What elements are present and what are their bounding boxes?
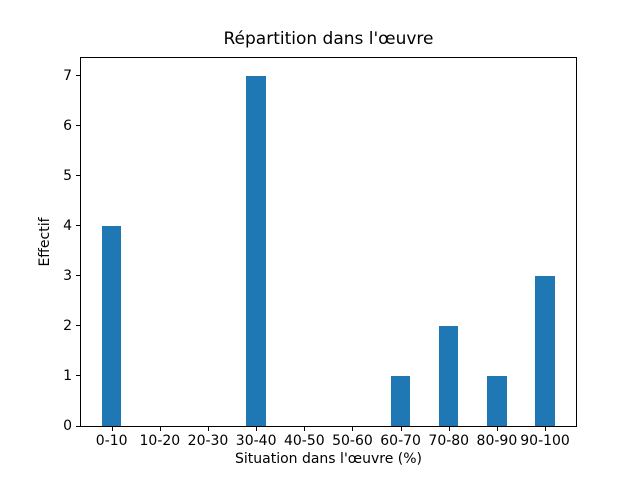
bar-30-40 xyxy=(246,75,266,426)
y-tick-label: 2 xyxy=(63,317,72,334)
y-axis-label: Effectif xyxy=(37,217,53,267)
x-tick-label: 70-80 xyxy=(428,433,470,449)
x-tick-label: 0-10 xyxy=(95,433,128,449)
x-tick-mark xyxy=(256,427,258,431)
y-tick-mark xyxy=(76,125,80,127)
y-tick-label: 4 xyxy=(63,217,72,234)
y-tick-mark xyxy=(76,425,80,427)
y-tick-mark xyxy=(76,325,80,327)
y-tick-mark xyxy=(76,275,80,277)
x-tick-mark xyxy=(111,427,113,431)
x-tick-label: 10-20 xyxy=(139,433,181,449)
x-tick-label: 40-50 xyxy=(283,433,325,449)
x-tick-label: 50-60 xyxy=(332,433,373,449)
x-tick-mark xyxy=(304,427,306,431)
y-tick-mark xyxy=(76,75,80,77)
bar-70-80 xyxy=(439,325,459,426)
bar-80-90 xyxy=(487,375,507,426)
y-tick-label: 3 xyxy=(63,267,72,284)
x-tick-mark xyxy=(352,427,354,431)
y-tick-mark xyxy=(76,175,80,177)
x-tick-label: 90-100 xyxy=(520,433,570,449)
x-tick-label: 30-40 xyxy=(235,433,277,449)
y-tick-label: 5 xyxy=(63,167,72,184)
x-tick-mark xyxy=(159,427,161,431)
plot-area: 0-10 10-20 20-30 30-40 40-50 50-60 60-70 70-80 8… xyxy=(63,57,577,449)
bar-0-10 xyxy=(102,225,122,426)
x-tick-mark xyxy=(545,427,547,431)
bar-60-70 xyxy=(390,375,411,426)
x-tick-mark xyxy=(400,427,402,431)
x-tick-mark xyxy=(208,427,209,431)
x-tick-label: 80-90 xyxy=(476,433,518,449)
x-axis-label: Situation dans l'œuvre (%) xyxy=(234,451,423,467)
y-tick-label: 6 xyxy=(63,117,72,134)
y-tick-mark xyxy=(76,375,80,377)
y-tick-label: 0 xyxy=(63,418,72,434)
bar-90-100 xyxy=(535,275,555,426)
chart-title: Répartition dans l'œuvre xyxy=(223,29,434,49)
x-tick-label: 60-70 xyxy=(380,433,421,449)
y-tick-mark xyxy=(76,225,80,227)
y-tick-label: 7 xyxy=(63,67,72,84)
y-tick-label: 1 xyxy=(63,367,72,384)
x-tick-mark xyxy=(448,427,450,431)
x-tick-label: 20-30 xyxy=(187,433,229,449)
x-tick-mark xyxy=(496,427,498,431)
